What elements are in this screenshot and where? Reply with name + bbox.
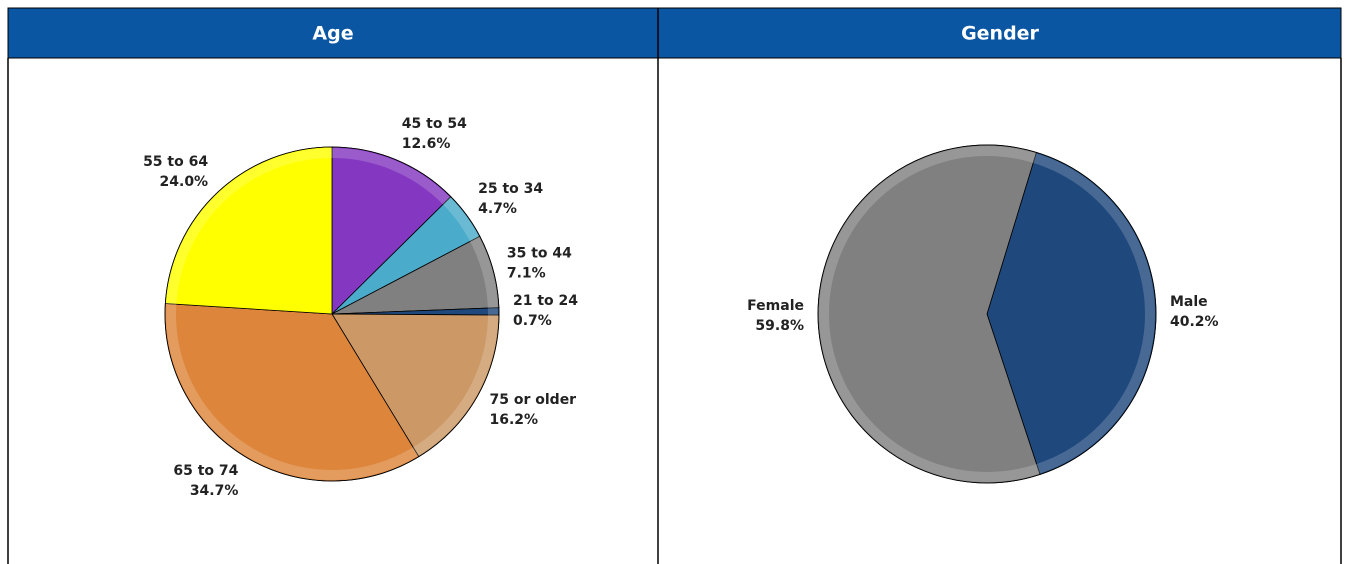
slice-value-label: 4.7% — [478, 201, 517, 217]
slice-value-label: 24.0% — [160, 174, 209, 190]
pie-bevel — [819, 146, 1155, 482]
slice-value-label: 16.2% — [490, 412, 539, 428]
slice-label: 65 to 74 — [173, 463, 238, 479]
slice-value-label: 34.7% — [190, 483, 239, 499]
pie-bevel — [166, 148, 498, 480]
pie-outline — [817, 144, 1157, 484]
gender-header: Gender — [961, 23, 1039, 45]
slice-label: 45 to 54 — [402, 116, 467, 132]
slice-value-label: 12.6% — [402, 136, 451, 152]
slice-label: 35 to 44 — [507, 246, 572, 262]
slice-label: Male — [1170, 294, 1208, 310]
age-header: Age — [312, 23, 353, 45]
slice-value-label: 0.7% — [513, 313, 552, 329]
slice-label: 25 to 34 — [478, 181, 543, 197]
slice-label: 21 to 24 — [513, 293, 578, 309]
slice-value-label: 7.1% — [507, 266, 546, 282]
slice-label: Female — [747, 298, 804, 314]
slice-value-label: 59.8% — [755, 318, 804, 334]
header-row — [7, 7, 1342, 59]
slice-label: 55 to 64 — [143, 154, 208, 170]
slice-label: 75 or older — [490, 392, 577, 408]
pie-outline — [164, 146, 500, 482]
slice-value-label: 40.2% — [1170, 314, 1219, 330]
